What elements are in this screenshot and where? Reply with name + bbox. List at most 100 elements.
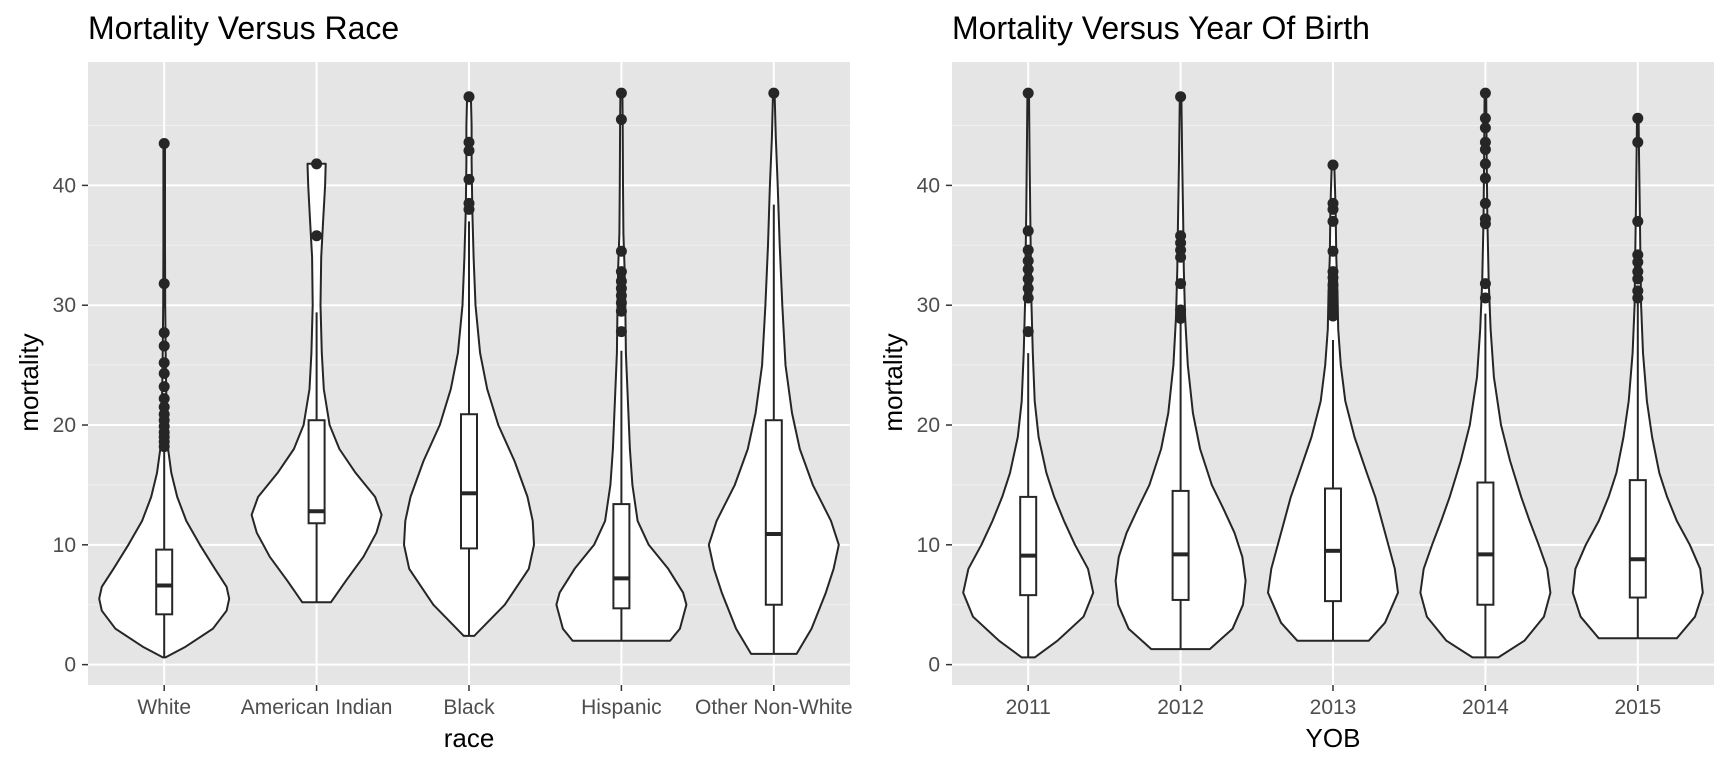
- outlier-point: [463, 173, 475, 185]
- x-axis-title: YOB: [1306, 723, 1361, 753]
- violin-group-american-indian: [250, 158, 383, 604]
- outlier-point: [1479, 136, 1491, 148]
- box-iqr: [1476, 481, 1495, 606]
- y-tick-label: 40: [53, 174, 76, 197]
- outlier-point: [158, 278, 170, 290]
- outlier-point: [1022, 244, 1034, 256]
- violin-group-2015: [1571, 112, 1704, 640]
- violin-group-2013: [1267, 159, 1399, 642]
- box-iqr: [612, 503, 631, 610]
- x-tick-label: 2014: [1462, 696, 1509, 719]
- y-tick-label: 20: [53, 414, 76, 437]
- outlier-point: [158, 401, 170, 413]
- outlier-point: [1479, 292, 1491, 304]
- outlier-point: [1479, 213, 1491, 225]
- box-iqr: [1019, 495, 1038, 597]
- panel-race: Mortality Versus Race 0 10 20 30 40 White Ameri…: [14, 10, 853, 753]
- x-tick-label: 2015: [1614, 696, 1661, 719]
- y-axis-title: mortality: [878, 333, 908, 431]
- outlier-point: [1327, 245, 1339, 257]
- x-tick-label: Other Non-White: [695, 696, 853, 719]
- outlier-point: [1479, 278, 1491, 290]
- outlier-point: [1327, 215, 1339, 227]
- outlier-point: [1632, 215, 1644, 227]
- outlier-point: [1632, 112, 1644, 124]
- outlier-point: [463, 91, 475, 103]
- x-tick-label: American Indian: [241, 696, 393, 719]
- box-iqr: [460, 413, 478, 550]
- box-iqr: [764, 419, 783, 606]
- chart-title: Mortality Versus Year Of Birth: [952, 10, 1370, 46]
- outlier-point: [1175, 230, 1187, 242]
- outlier-point: [463, 136, 475, 148]
- outlier-point: [158, 340, 170, 352]
- outlier-point: [158, 381, 170, 393]
- violin-group-2011: [962, 87, 1095, 659]
- x-tick-label: White: [137, 696, 191, 719]
- violin-group-white: [98, 137, 231, 659]
- box-iqr: [1324, 487, 1342, 603]
- x-axis-title: race: [444, 723, 495, 753]
- box-iqr: [1171, 489, 1190, 601]
- outlier-point: [1632, 285, 1644, 297]
- violin-group-hispanic: [555, 87, 688, 642]
- outlier-point: [463, 197, 475, 209]
- outlier-point: [463, 145, 475, 157]
- outlier-point: [311, 158, 323, 170]
- outlier-point: [1022, 273, 1034, 285]
- outlier-point: [1479, 112, 1491, 124]
- chart-title: Mortality Versus Race: [88, 10, 399, 46]
- outlier-point: [1327, 197, 1339, 209]
- y-tick-label: 0: [64, 654, 76, 677]
- outlier-point: [1479, 172, 1491, 184]
- outlier-point: [1175, 312, 1187, 324]
- x-tick-label: 2012: [1157, 696, 1204, 719]
- outlier-point: [1479, 122, 1491, 134]
- y-tick-label: 40: [917, 174, 940, 197]
- outlier-point: [615, 275, 627, 287]
- outlier-point: [158, 357, 170, 369]
- outlier-point: [158, 393, 170, 405]
- outlier-point: [615, 87, 627, 99]
- outlier-point: [1479, 197, 1491, 209]
- x-tick-label: 2011: [1006, 696, 1051, 719]
- outlier-point: [1022, 225, 1034, 237]
- outlier-point: [615, 305, 627, 317]
- box-iqr: [155, 548, 174, 616]
- outlier-point: [1327, 266, 1339, 278]
- outlier-point: [158, 327, 170, 339]
- violin-group-2012: [1114, 91, 1247, 651]
- outlier-point: [1175, 91, 1187, 103]
- x-tick-label: Hispanic: [581, 696, 662, 719]
- y-tick-label: 20: [917, 414, 940, 437]
- outlier-point: [1479, 87, 1491, 99]
- outlier-point: [1175, 304, 1187, 316]
- outlier-point: [1175, 278, 1187, 290]
- y-tick-label: 30: [53, 294, 76, 317]
- y-tick-label: 10: [917, 534, 940, 557]
- outlier-point: [1022, 87, 1034, 99]
- box-iqr: [1628, 479, 1647, 599]
- y-axis-title: mortality: [14, 333, 44, 431]
- outlier-point: [1022, 292, 1034, 304]
- outlier-point: [1632, 249, 1644, 261]
- outlier-point: [615, 245, 627, 257]
- outlier-point: [311, 230, 323, 242]
- violin-group-2014: [1419, 87, 1552, 659]
- outlier-point: [158, 137, 170, 149]
- outlier-point: [1632, 136, 1644, 148]
- outlier-point: [1479, 158, 1491, 170]
- y-tick-label: 10: [53, 534, 76, 557]
- outlier-point: [768, 87, 780, 99]
- outlier-point: [1022, 326, 1034, 338]
- y-tick-label: 0: [928, 654, 940, 677]
- outlier-point: [1022, 282, 1034, 294]
- x-tick-label: Black: [443, 696, 495, 719]
- box-iqr: [307, 419, 326, 525]
- y-tick-label: 30: [917, 294, 940, 317]
- outlier-point: [615, 326, 627, 338]
- outlier-point: [1632, 266, 1644, 278]
- panel-yob: Mortality Versus Year Of Birth 0 10 20 30 40 2…: [878, 10, 1714, 753]
